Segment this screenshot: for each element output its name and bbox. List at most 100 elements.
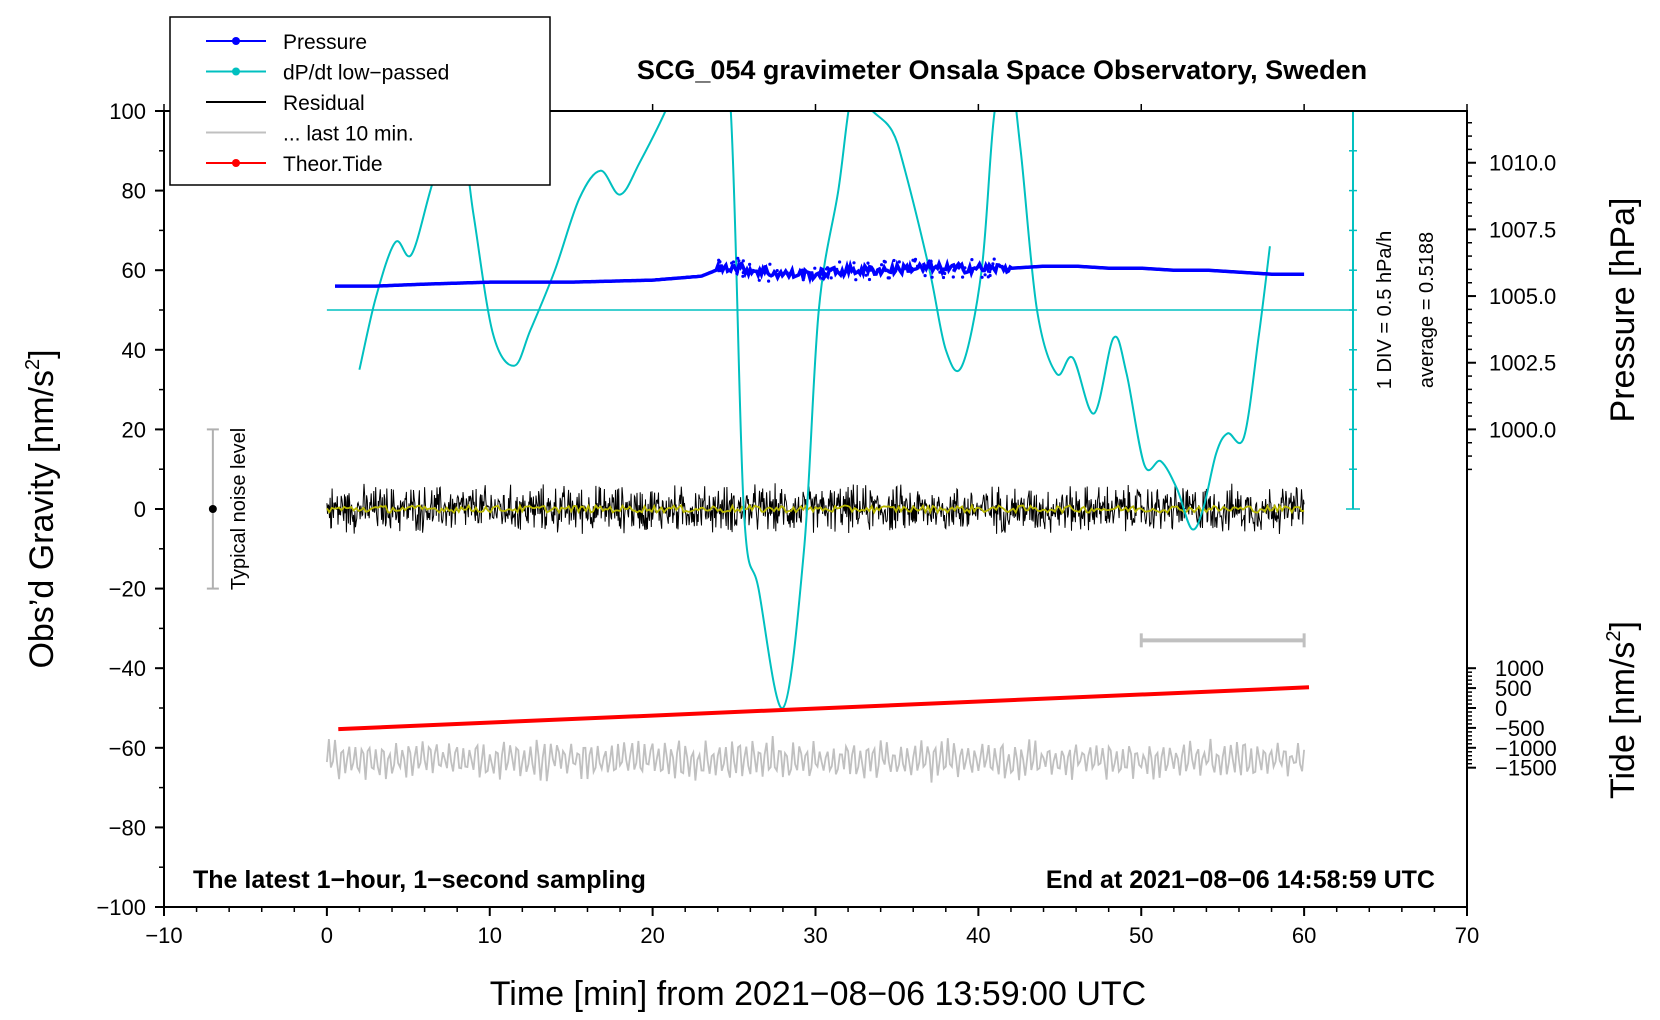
y-tick-label: −80 [109,815,146,840]
pressure-point [910,266,914,270]
pressure-point [922,262,926,266]
pressure-point [930,267,934,271]
pressure-tick-label: 1000.0 [1489,417,1556,442]
pressure-tick-label: 1005.0 [1489,284,1556,309]
pressure-point [800,268,805,272]
pressure-point [921,269,925,273]
dpdt-line [358,111,1271,710]
legend-label: Theor.Tide [283,153,383,176]
y-tick-label: −20 [109,577,146,602]
pressure-point [723,265,727,269]
legend-label: Pressure [283,31,367,54]
pressure-point [775,269,779,273]
pressure-point [850,269,854,273]
legend-marker [232,37,240,45]
y-axis-label-pressure: Pressure [hPa] [1604,198,1642,423]
x-tick-label: 70 [1455,923,1479,948]
pressure-point [943,271,947,276]
y-tick-label: 80 [122,179,146,204]
pressure-point [829,276,833,280]
pressure-point [737,259,741,263]
pressure-point [929,259,933,263]
pressure-point [785,271,789,275]
pressure-point [739,262,743,266]
dpdt-scale-label: 1 DIV = 0.5 hPa/h [1374,231,1396,389]
legend-label: dP/dt low−passed [283,62,449,85]
tide-line [338,685,1310,732]
pressure-point [892,258,896,263]
x-tick-label: 40 [966,923,990,948]
pressure-point [852,261,856,265]
pressure-point [970,258,974,262]
y-tick-label: 0 [134,497,146,522]
pressure-point [828,267,832,271]
pressure-point [880,263,884,267]
y-tick-label: −100 [96,895,146,920]
x-tick-label: 60 [1292,923,1316,948]
pressure-point [801,278,805,282]
pressure-line [335,258,1305,288]
pressure-point [992,257,996,261]
pressure-point [860,270,864,274]
dpdt-average-label: average = 0.5188 [1416,232,1438,388]
pressure-point [867,277,872,282]
pressure-point [897,260,901,264]
y-axis-label-gravity: Obs’d Gravity [nm/s2] [22,349,61,668]
pressure-point [820,276,825,280]
pressure-point [835,267,839,271]
pressure-point [758,267,762,271]
tide-tick-label: −500 [1495,716,1545,741]
pressure-tick-label: 1002.5 [1489,351,1556,376]
pressure-point [886,276,890,280]
pressure-point [988,270,992,274]
pressure-point [989,267,993,271]
x-axis-label: Time [min] from 2021−08−06 13:59:00 UTC [490,975,1146,1013]
pressure-point [883,260,887,264]
tide-tick-label: −1000 [1495,736,1557,761]
pressure-point [951,275,955,279]
pressure-point [983,273,987,277]
pressure-point [741,274,745,278]
pressure-tick-label: 1007.5 [1489,217,1556,242]
legend-label: Residual [283,92,365,115]
tide-tick-label: 0 [1495,696,1507,721]
pressure-point [767,279,771,283]
pressure-point [1006,267,1010,271]
x-tick-label: 20 [640,923,664,948]
pressure-point [788,271,792,275]
pressure-point [961,275,965,279]
pressure-point [768,262,772,266]
pressure-point [813,266,817,270]
pressure-point [864,273,868,277]
pressure-point [911,258,915,262]
pressure-point [957,266,961,270]
pressure-point [717,258,721,262]
pressure-point [736,256,740,260]
pressure-point [952,268,956,272]
residual-line [326,483,1305,535]
y-tick-label: −60 [109,736,146,761]
pressure-point [980,275,984,279]
legend-marker [232,159,240,167]
pressure-point [831,267,835,271]
pressure-point [840,270,844,274]
y-tick-label: 20 [122,417,146,442]
pressure-point [953,264,957,268]
pressure-point [748,262,752,266]
pressure-point [821,273,825,277]
x-tick-label: −10 [145,923,182,948]
pressure-point [993,269,998,273]
pressure-point [915,264,920,268]
y-tick-label: −40 [109,656,146,681]
x-tick-label: 0 [321,923,333,948]
pressure-point [926,261,930,265]
pressure-point [757,278,761,282]
pressure-point [970,270,974,274]
x-tick-label: 50 [1129,923,1153,948]
pressure-point [854,278,858,282]
sampling-note: The latest 1−hour, 1−second sampling [193,866,646,894]
y-axis-label-tide: Tide [nm/s2] [1603,621,1642,799]
pressure-point [888,270,893,274]
pressure-point [838,260,842,264]
noise-bar-dot [208,505,217,513]
